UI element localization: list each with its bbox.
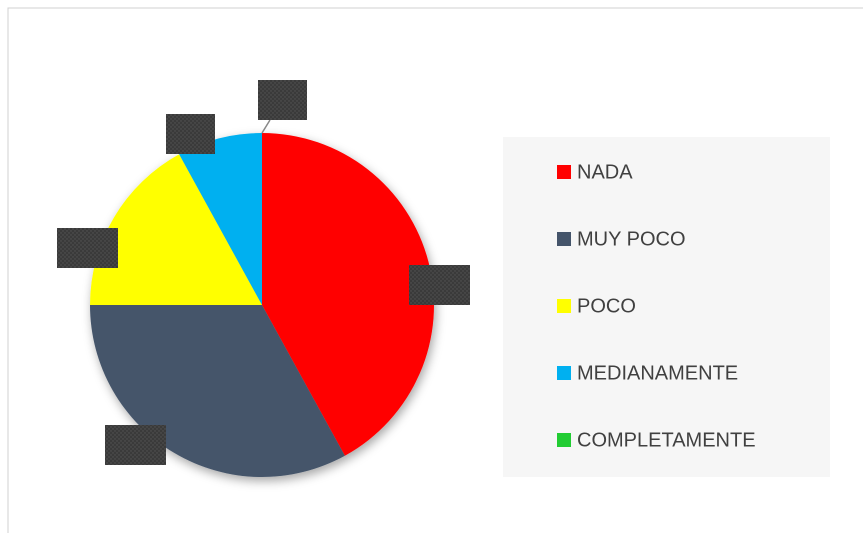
legend-swatch [557,232,571,246]
data-label-boxes [57,80,470,465]
pie-slice [262,133,434,456]
legend-label: NADA [577,161,633,183]
legend-swatch [557,165,571,179]
legend-label: COMPLETAMENTE [577,429,756,451]
chart-frame [7,7,863,533]
legend-label: POCO [577,295,636,317]
pie-slice [90,154,262,305]
legend-label: MUY POCO [577,228,686,250]
legend-swatch [557,433,571,447]
legend-swatch [557,299,571,313]
legend-box [503,137,830,477]
pie-slice [179,133,262,305]
pie [90,133,434,477]
legend-label: MEDIANAMENTE [577,362,738,384]
legend-swatch [557,366,571,380]
